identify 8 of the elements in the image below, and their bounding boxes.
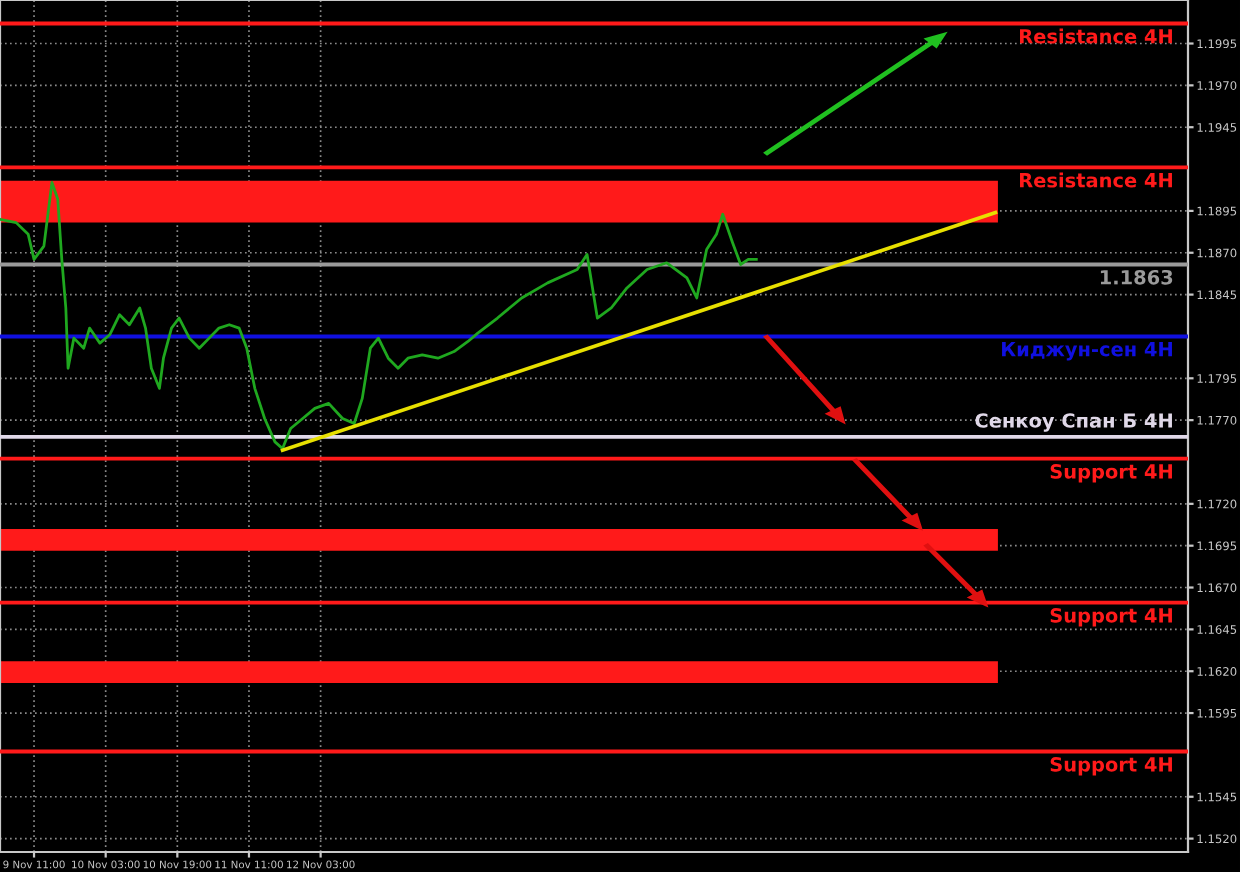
ref-line-label: Сенкоу Спан Б 4H [975, 413, 1172, 432]
ref-line-label: Support 4H [1050, 757, 1172, 776]
ref-line-label: Resistance 4H [1020, 28, 1172, 44]
ref-line-label: 1.1863 [1100, 269, 1173, 285]
ref-line-label: Киджун-сен 4H [1002, 342, 1172, 361]
ref-line-label: Support 4H [1050, 608, 1172, 627]
ref-line-label: Resistance 4H [1020, 172, 1172, 188]
ref-line-label: Support 4H [1050, 464, 1172, 483]
